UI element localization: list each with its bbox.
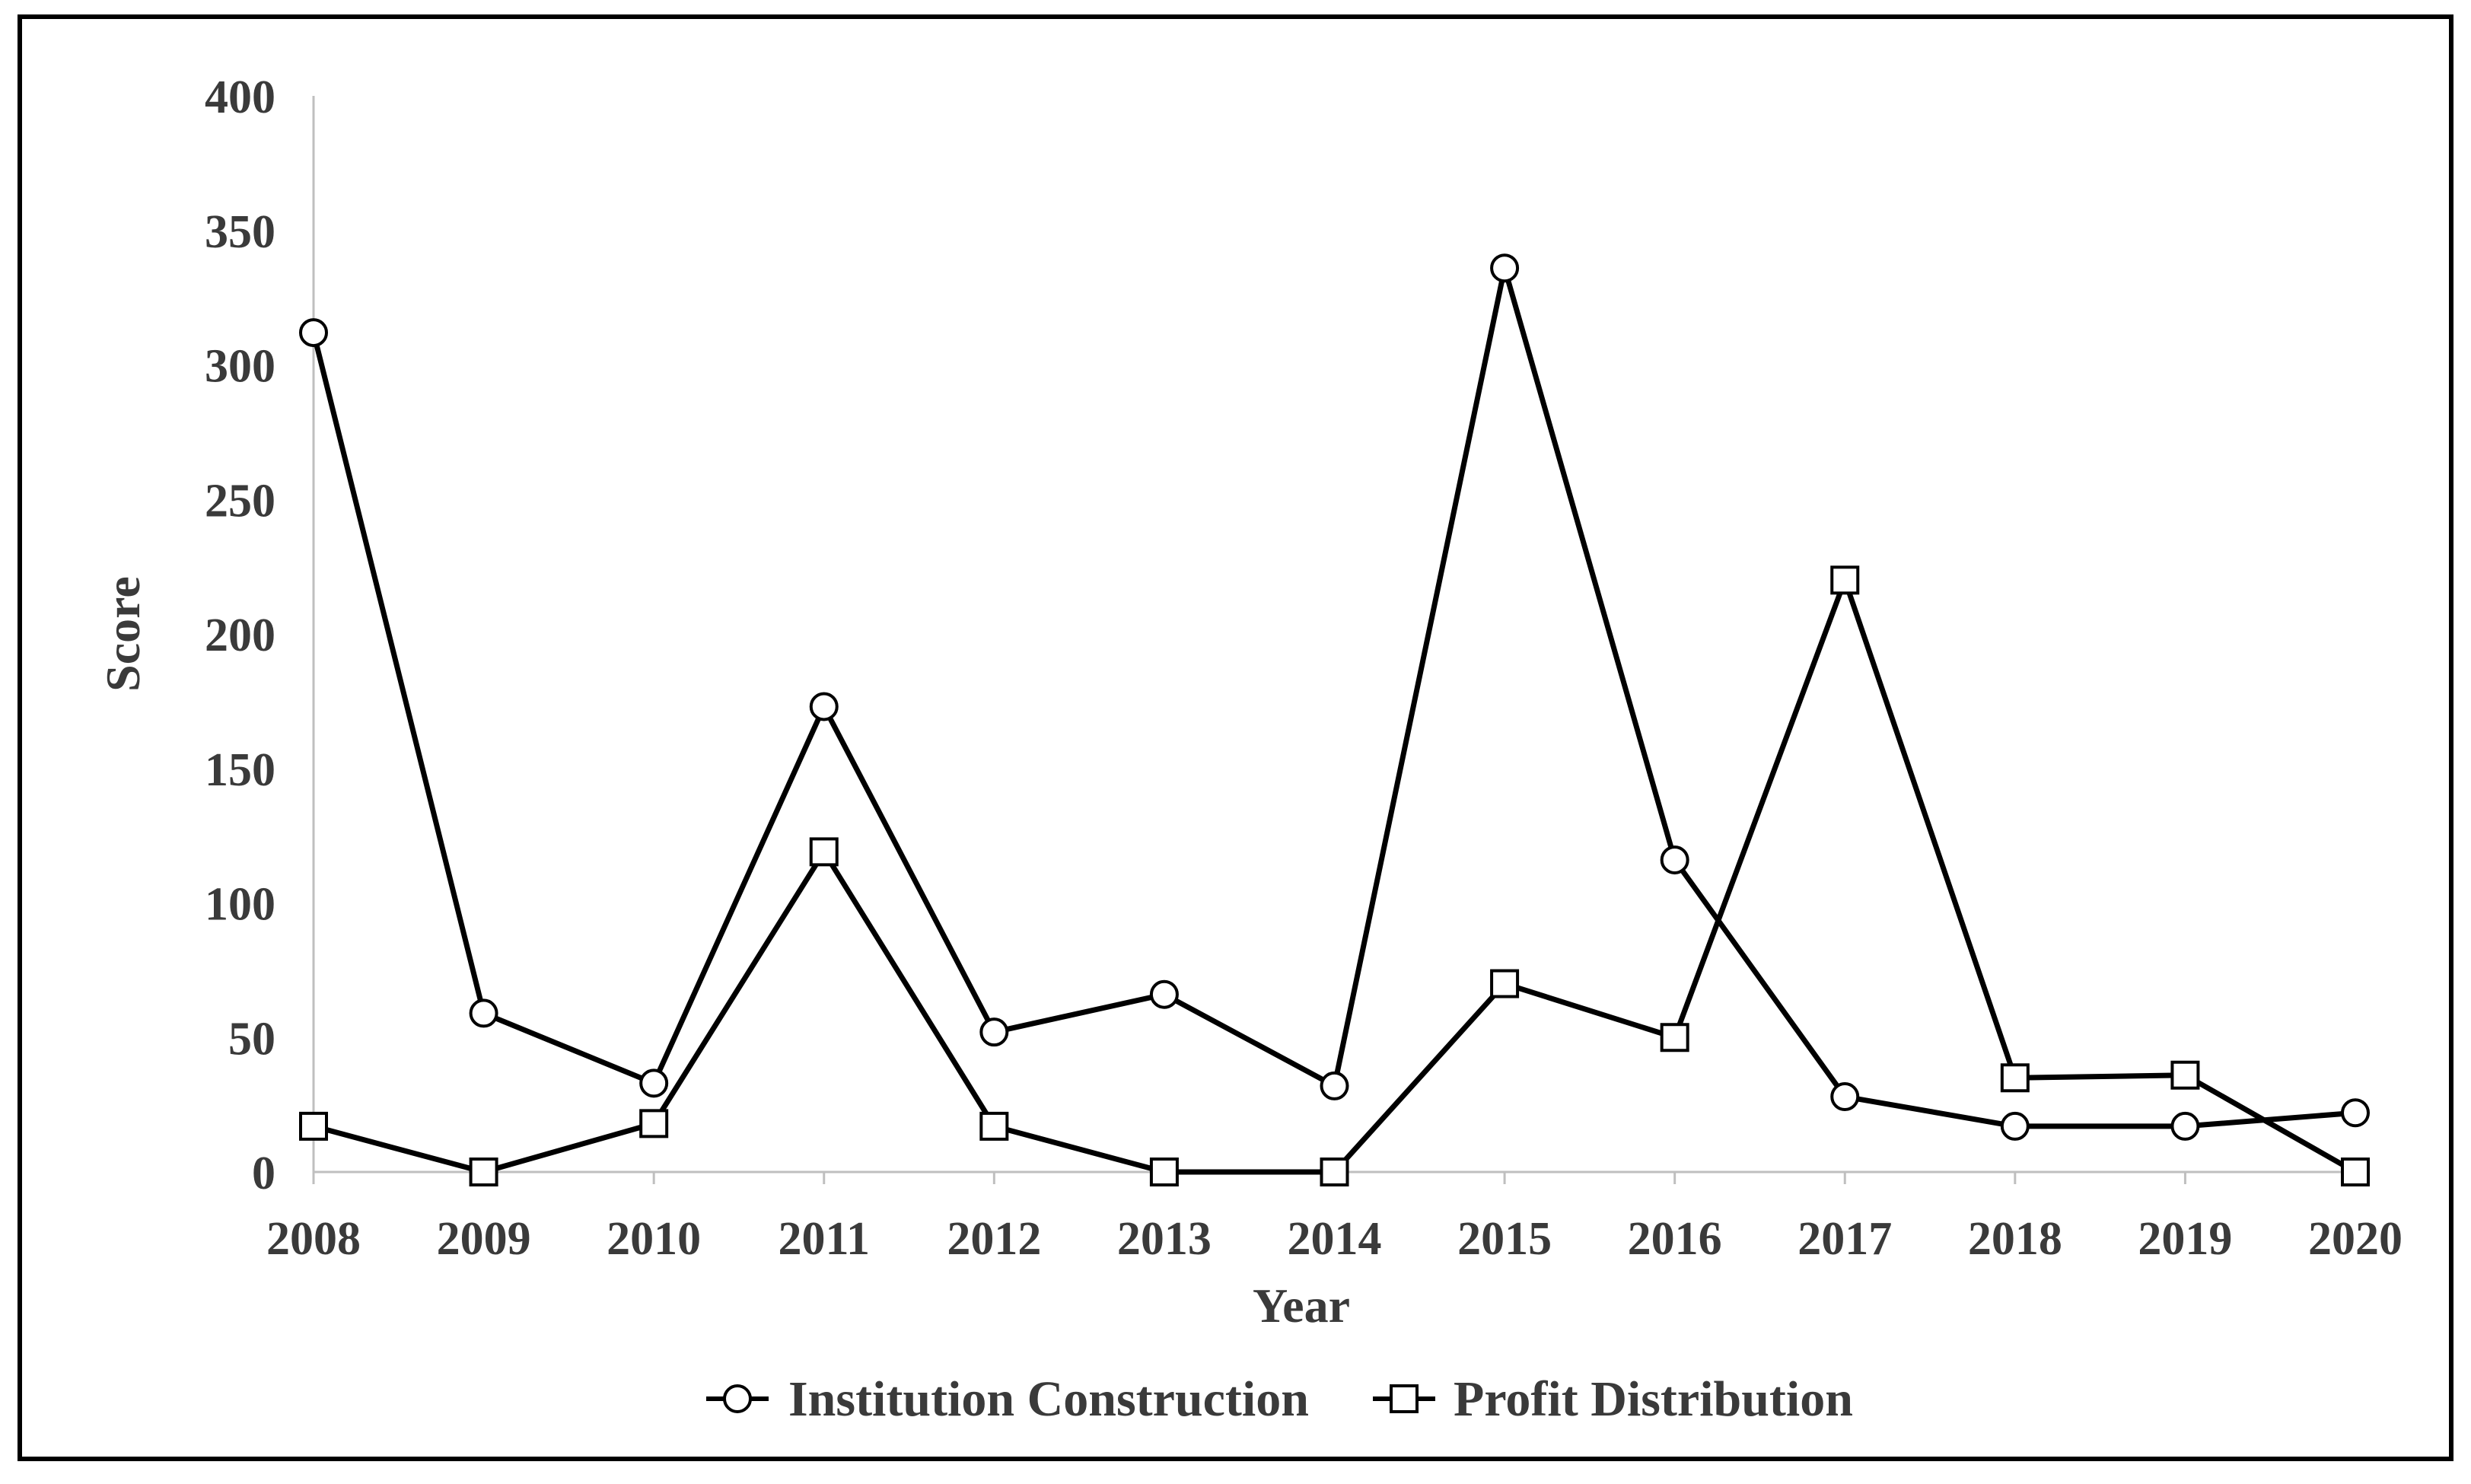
x-tick-label-2019: 2019: [2138, 1213, 2232, 1265]
chart-border: [18, 14, 2453, 1461]
y-tick-label-100: 100: [205, 879, 275, 931]
point-profit-distribution-2017: [1830, 565, 1860, 595]
point-profit-distribution-2013: [1149, 1158, 1179, 1186]
point-profit-distribution-2011: [809, 837, 839, 867]
point-institution-construction-2013: [1149, 979, 1179, 1009]
point-institution-construction-2020: [2341, 1098, 2370, 1128]
y-axis-title: Score: [96, 576, 150, 692]
point-profit-distribution-2010: [639, 1109, 669, 1138]
point-institution-construction-2016: [1660, 845, 1689, 874]
legend: Institution Construction Profit Distribu…: [706, 1371, 1853, 1427]
x-tick-label-2015: 2015: [1457, 1213, 1552, 1265]
point-institution-construction-2010: [639, 1068, 669, 1098]
x-tick-label-2009: 2009: [437, 1213, 531, 1265]
legend-item-profit-distribution: Profit Distribution: [1373, 1371, 1853, 1427]
legend-label-institution-construction: Institution Construction: [788, 1371, 1309, 1427]
x-tick-labels: 2008 2009 2010 2011 2012 2013 2014 2015 2016 2017…: [266, 1213, 2403, 1265]
point-profit-distribution-2016: [1660, 1023, 1689, 1052]
point-institution-construction-2009: [469, 998, 498, 1028]
y-tick-label-400: 400: [205, 72, 275, 123]
point-institution-construction-2018: [2000, 1111, 2030, 1141]
y-tick-label-0: 0: [252, 1148, 275, 1199]
y-tick-label-50: 50: [228, 1013, 275, 1065]
y-tick-labels: 0 50 100 150 200 250 300 350 400: [205, 72, 275, 1199]
point-institution-construction-2014: [1320, 1071, 1349, 1100]
point-institution-construction-2017: [1830, 1082, 1860, 1112]
y-tick-label-350: 350: [205, 206, 275, 258]
point-profit-distribution-2008: [299, 1111, 328, 1141]
x-axis-title: Year: [1253, 1279, 1350, 1333]
legend-label-profit-distribution: Profit Distribution: [1454, 1371, 1853, 1427]
point-institution-construction-2015: [1490, 253, 1520, 283]
point-profit-distribution-2009: [469, 1158, 498, 1186]
point-profit-distribution-2018: [2000, 1063, 2030, 1093]
x-tick-label-2017: 2017: [1798, 1213, 1892, 1265]
x-tick-label-2014: 2014: [1288, 1213, 1382, 1265]
x-tick-label-2008: 2008: [266, 1213, 361, 1265]
point-institution-construction-2008: [299, 318, 328, 348]
x-tick-label-2020: 2020: [2308, 1213, 2403, 1265]
series-layer: [299, 253, 2370, 1186]
point-institution-construction-2012: [979, 1017, 1009, 1047]
y-tick-label-250: 250: [205, 475, 275, 527]
y-tick-label-200: 200: [205, 610, 275, 661]
y-tick-label-300: 300: [205, 341, 275, 393]
legend-circle-marker-icon: [723, 1384, 752, 1413]
point-institution-construction-2011: [809, 692, 839, 721]
point-profit-distribution-2019: [2170, 1060, 2200, 1090]
x-tick-label-2016: 2016: [1628, 1213, 1722, 1265]
legend-square-marker-icon: [1390, 1384, 1419, 1413]
point-institution-construction-2019: [2170, 1111, 2200, 1141]
x-tick-label-2010: 2010: [607, 1213, 701, 1265]
legend-item-institution-construction: Institution Construction: [706, 1371, 1309, 1427]
point-profit-distribution-2015: [1490, 969, 1520, 998]
point-profit-distribution-2014: [1320, 1158, 1349, 1186]
x-tick-label-2018: 2018: [1968, 1213, 2062, 1265]
point-profit-distribution-2020: [2341, 1158, 2370, 1186]
x-tick-label-2012: 2012: [947, 1213, 1041, 1265]
x-tick-label-2011: 2011: [778, 1213, 870, 1265]
y-tick-label-150: 150: [205, 744, 275, 796]
x-tick-label-2013: 2013: [1117, 1213, 1212, 1265]
point-profit-distribution-2012: [979, 1111, 1009, 1141]
